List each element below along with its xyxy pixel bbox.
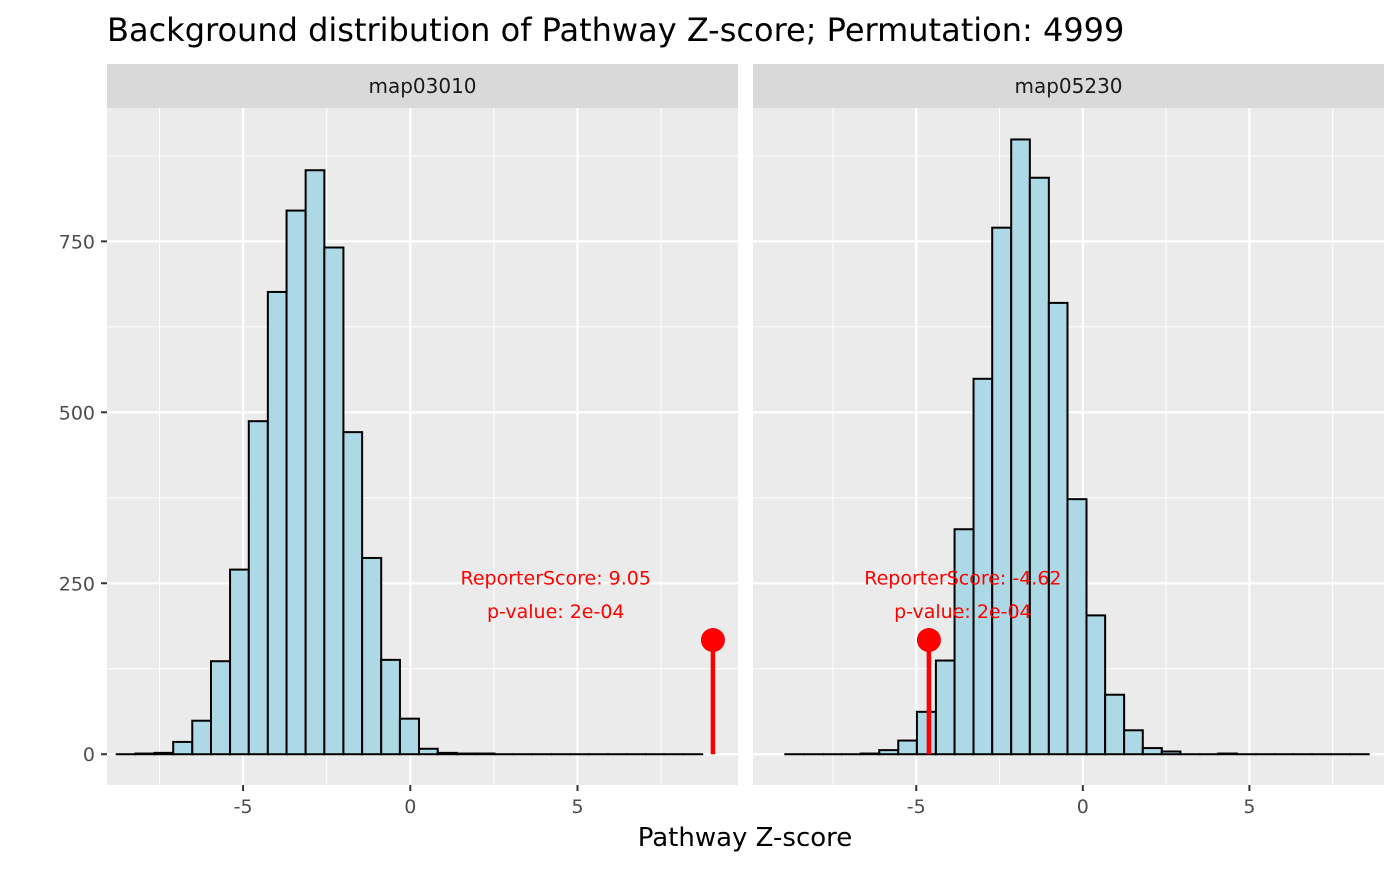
reporter-score-point [917,628,941,652]
histogram-bar [1030,178,1049,754]
y-tick-label: 750 [59,231,95,253]
histogram-bar [1143,748,1162,754]
p-value-label: p-value: 2e-04 [894,601,1032,623]
histogram-bar [936,661,955,755]
histogram-bar [861,754,880,755]
y-axis: 0 250 500 750 [59,231,107,766]
histogram-bar [249,421,268,754]
panel-background [107,108,738,785]
histogram-bar [173,742,192,754]
histogram-bar [457,754,476,755]
x-tick-label: 5 [571,796,583,818]
histogram-bar [135,754,154,755]
p-value-label: p-value: 2e-04 [487,601,625,623]
panel-1: map03010 ReporterScore: 9.05 p-value: 2e-0… [107,64,738,818]
histogram-bar [381,660,400,754]
histogram-bar [992,228,1011,755]
histogram-bar [419,749,438,754]
histogram-bar [268,292,287,754]
y-tick-label: 500 [59,402,95,424]
x-axis-title: Pathway Z-score [638,823,853,853]
reporter-score-label: ReporterScore: -4.62 [864,568,1061,590]
histogram-bar [230,570,249,755]
histogram-bar [438,753,457,754]
reporter-score-label: ReporterScore: 9.05 [461,568,651,590]
histogram-bar [917,712,936,754]
histogram-bar [898,741,917,755]
histogram-bar [211,661,230,754]
histogram-bar [154,753,173,754]
histogram-bar [306,170,325,754]
histogram-bar [1105,695,1124,754]
histogram-bar [287,211,306,755]
x-tick-label: 0 [404,796,416,818]
y-tick-label: 0 [83,744,95,766]
histogram-bar [1068,499,1087,754]
x-tick-label: -5 [907,796,926,818]
histogram-bar [192,721,211,755]
histogram-bar [1086,615,1105,754]
histogram-bar [1049,303,1068,754]
x-tick-label: 0 [1077,796,1089,818]
reporter-score-point [701,628,725,652]
y-tick-label: 250 [59,573,95,595]
histogram-bar [1124,730,1143,754]
histogram-bar [343,432,362,754]
strip-label: map03010 [368,74,476,98]
strip-label: map05230 [1014,74,1122,98]
histogram-bar [1218,754,1237,755]
x-tick-label: 5 [1243,796,1255,818]
histogram-bar [400,719,419,755]
histogram-bar [974,379,993,754]
histogram-bar [955,529,974,754]
panel-2: map05230 ReporterScore: -4.62 p-value: 2e-… [753,64,1384,818]
histogram-bar [324,248,343,755]
histogram-bar [879,750,898,754]
histogram-bar [1011,139,1030,754]
chart-title: Background distribution of Pathway Z-sco… [107,11,1124,49]
histogram-bar [1162,751,1181,754]
histogram-bar [362,558,381,754]
histogram-bar [476,754,495,755]
x-tick-label: -5 [234,796,253,818]
